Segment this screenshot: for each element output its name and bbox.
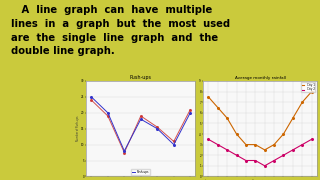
Legend: Push-ups: Push-ups [131,169,150,175]
Y-axis label: Number of Push-ups: Number of Push-ups [76,116,80,141]
Legend: City 1, City 2: City 1, City 2 [301,82,316,92]
Title: Average monthly rainfall: Average monthly rainfall [235,76,285,80]
Text: A  line  graph  can  have  multiple
lines  in  a  graph  but  the  most  used
ar: A line graph can have multiple lines in … [11,5,230,56]
Title: Push-ups: Push-ups [130,75,152,80]
